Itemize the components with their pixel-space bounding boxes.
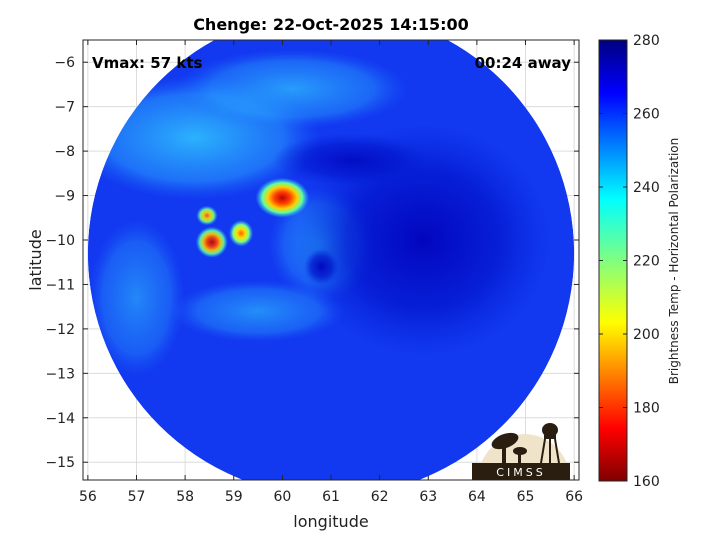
colorbar-tick-label: 200	[633, 327, 660, 343]
time-away-annotation: 00:24 away	[475, 54, 572, 72]
x-tick-label: 62	[371, 489, 389, 505]
x-tick-label: 66	[565, 489, 583, 505]
logo-text: CIMSS	[496, 466, 545, 479]
x-tick-label: 58	[176, 489, 194, 505]
y-tick-label: −9	[54, 189, 75, 205]
y-tick-label: −8	[54, 144, 75, 160]
vmax-annotation: Vmax: 57 kts	[92, 54, 202, 72]
y-tick-label: −14	[45, 411, 75, 427]
x-tick-label: 56	[79, 489, 97, 505]
x-axis-label: longitude	[293, 512, 368, 531]
colorbar-tick-label: 160	[633, 474, 660, 490]
x-tick-label: 65	[517, 489, 535, 505]
eye-center	[304, 248, 339, 285]
outer-band-west	[87, 217, 186, 378]
x-tick-label: 60	[273, 489, 291, 505]
cimss-logo: CIMSS	[472, 423, 570, 480]
colorbar-tick-label: 280	[633, 33, 660, 49]
y-tick-label: −15	[45, 455, 75, 471]
colorbar-tick-label: 180	[633, 401, 660, 417]
outer-band-top	[175, 48, 409, 129]
y-tick-label: −11	[45, 277, 75, 293]
x-tick-label: 57	[128, 489, 146, 505]
convective-core-main	[255, 177, 310, 218]
x-tick-label: 63	[419, 489, 437, 505]
convective-core-southwest	[228, 220, 254, 247]
x-axis-ticks: 56 57 58 59 60 61 62 63 64 65 66	[79, 40, 583, 505]
colorbar-label: Brightness Temp - Horizontal Polarizatio…	[667, 138, 681, 385]
x-tick-label: 61	[322, 489, 340, 505]
y-axis-ticks: −6 −7 −8 −9 −10 −11 −12 −13 −14 −15	[45, 55, 579, 471]
cold-band-north	[272, 133, 429, 187]
colorbar-tick-label: 220	[633, 254, 660, 270]
convective-core-west	[195, 226, 228, 258]
colorbar-tick-label: 240	[633, 180, 660, 196]
y-tick-label: −6	[54, 55, 75, 71]
y-axis-label: latitude	[26, 229, 45, 290]
y-tick-label: −7	[54, 100, 75, 116]
x-tick-label: 64	[468, 489, 486, 505]
convective-core-northwest	[196, 205, 218, 226]
y-tick-label: −13	[45, 366, 75, 382]
colorbar-ticks: 280 260 240 220 200 180 160	[599, 33, 660, 490]
x-tick-label: 59	[225, 489, 243, 505]
colorbar	[598, 39, 628, 482]
colorbar-tick-label: 260	[633, 107, 660, 123]
y-tick-label: −12	[45, 322, 75, 338]
chart-title: Chenge: 22-Oct-2025 14:15:00	[193, 15, 469, 34]
y-tick-label: −10	[45, 233, 75, 249]
